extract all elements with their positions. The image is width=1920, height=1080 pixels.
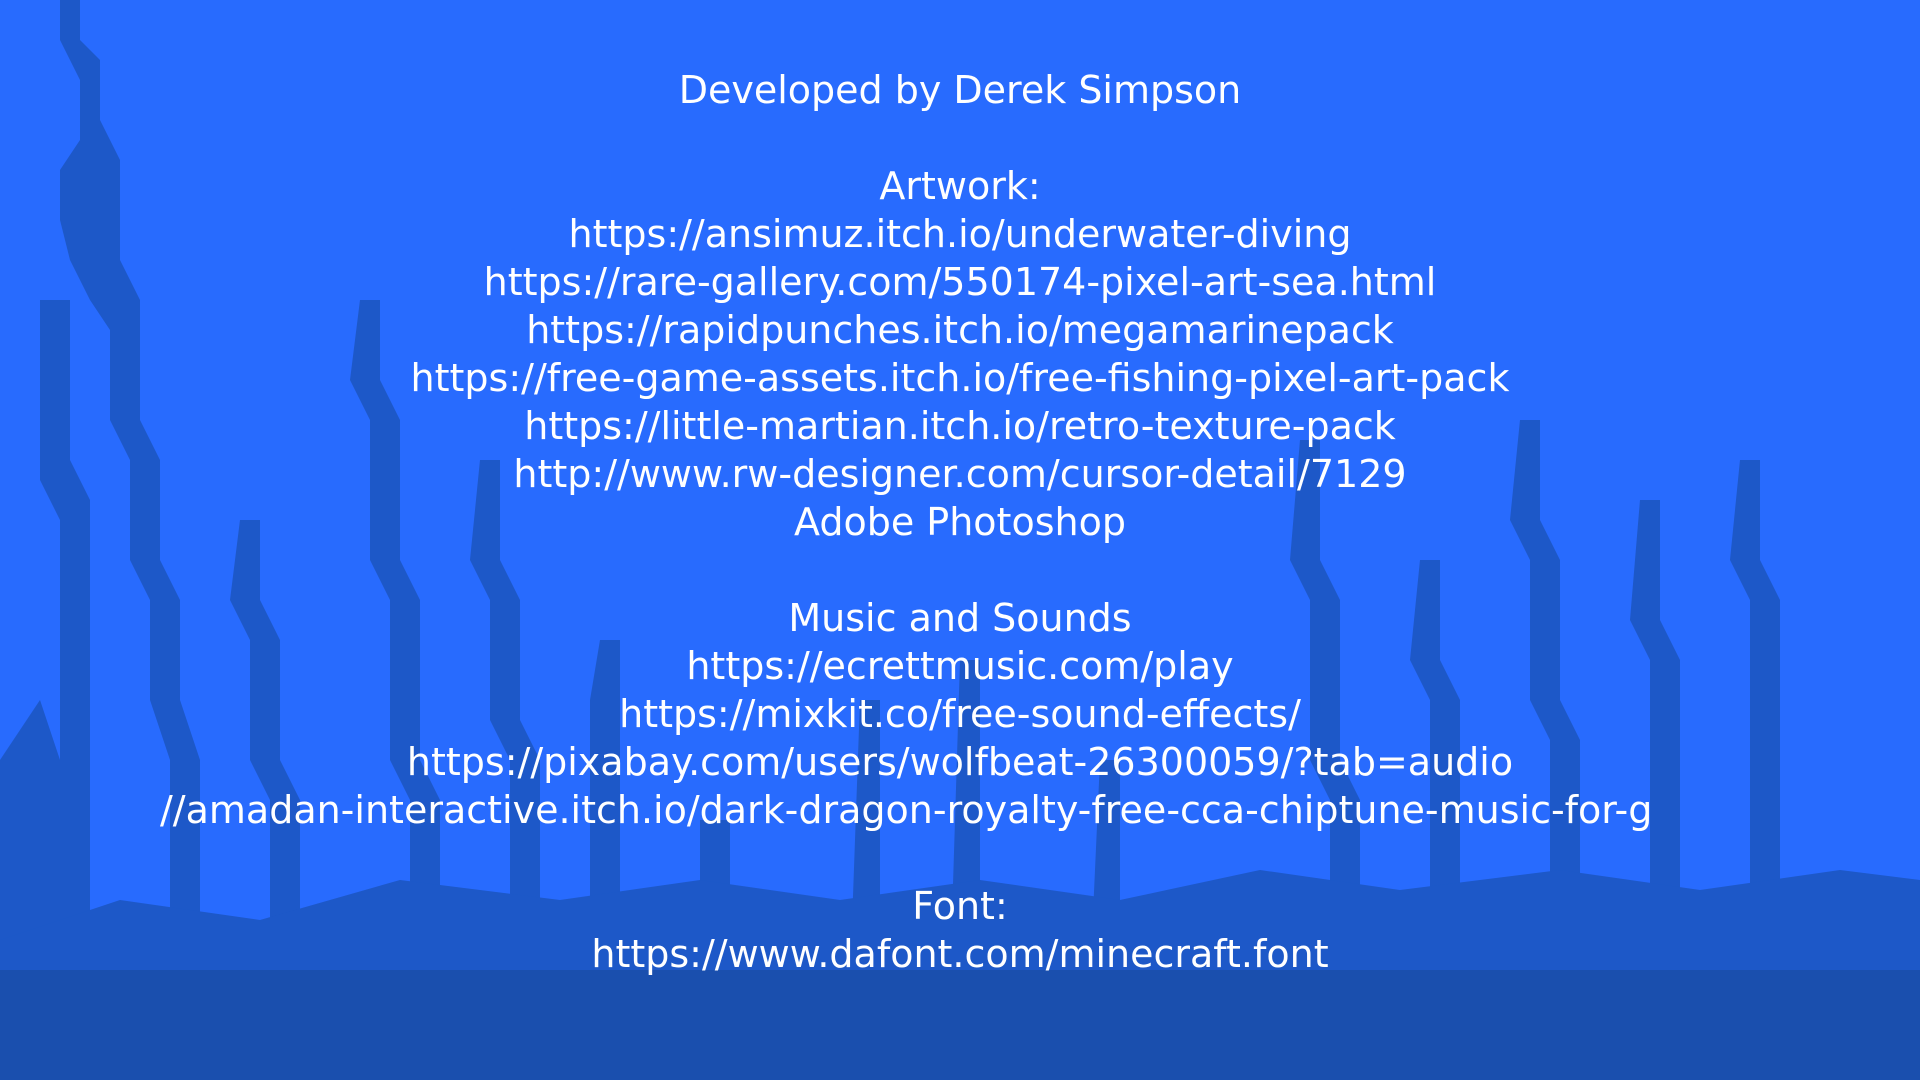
credits-text: Developed by Derek Simpson Artwork: http…: [0, 66, 1920, 978]
artwork-item: https://rare-gallery.com/550174-pixel-ar…: [483, 260, 1437, 304]
font-item: https://www.dafont.com/minecraft.font: [591, 932, 1329, 976]
music-item: https://pixabay.com/users/wolfbeat-26300…: [406, 740, 1514, 784]
music-item: https://ecrettmusic.com/play: [686, 644, 1234, 688]
music-item-clipped-row: //amadan-interactive.itch.io/dark-dragon…: [0, 786, 1920, 834]
spacer: [0, 834, 1920, 882]
music-item: //amadan-interactive.itch.io/dark-dragon…: [160, 786, 1760, 834]
artwork-heading: Artwork:: [879, 164, 1041, 208]
artwork-item: https://rapidpunches.itch.io/megamarinep…: [526, 308, 1394, 352]
seaweed-shapes: [0, 0, 1920, 980]
spacer: [0, 546, 1920, 594]
artwork-item: Adobe Photoshop: [794, 500, 1126, 544]
artwork-item: http://www.rw-designer.com/cursor-detail…: [513, 452, 1407, 496]
spacer: [0, 114, 1920, 162]
music-item-text: //amadan-interactive.itch.io/dark-dragon…: [160, 788, 1653, 832]
font-heading: Font:: [912, 884, 1008, 928]
artwork-item: https://ansimuz.itch.io/underwater-divin…: [568, 212, 1352, 256]
music-heading: Music and Sounds: [788, 596, 1132, 640]
artwork-item: https://free-game-assets.itch.io/free-fi…: [410, 356, 1510, 400]
developer-credit: Developed by Derek Simpson: [678, 68, 1242, 112]
music-item: https://mixkit.co/free-sound-effects/: [619, 692, 1301, 736]
artwork-item: https://little-martian.itch.io/retro-tex…: [524, 404, 1396, 448]
sea-floor: [0, 970, 1920, 1080]
